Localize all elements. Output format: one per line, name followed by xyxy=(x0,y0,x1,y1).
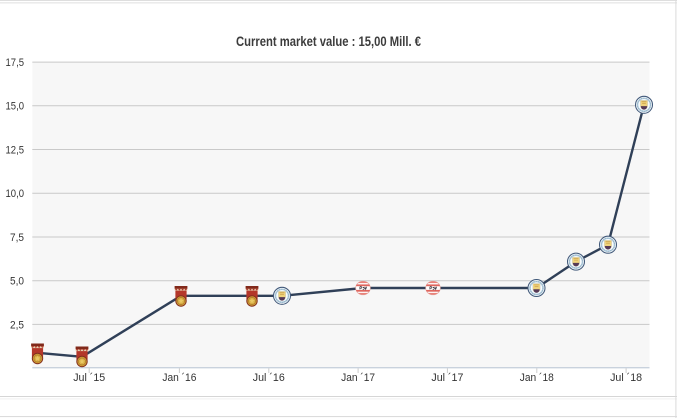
svg-text:Jul ´17: Jul ´17 xyxy=(431,372,463,384)
svg-text:17,5: 17,5 xyxy=(6,57,25,69)
svg-text:Jul ´16: Jul ´16 xyxy=(253,372,285,384)
svg-text:Jan ´18: Jan ´18 xyxy=(520,372,554,384)
svg-text:Jul ´18: Jul ´18 xyxy=(610,372,642,384)
svg-text:7,5: 7,5 xyxy=(10,232,24,244)
svg-text:Jul ´15: Jul ´15 xyxy=(73,372,105,384)
svg-text:Current market value : 15,00 M: Current market value : 15,00 Mill. € xyxy=(236,33,421,49)
svg-text:2,5: 2,5 xyxy=(10,319,24,331)
svg-text:Jan ´16: Jan ´16 xyxy=(162,372,196,384)
svg-text:12,5: 12,5 xyxy=(6,144,25,156)
svg-text:5,0: 5,0 xyxy=(10,276,24,288)
svg-text:10,0: 10,0 xyxy=(6,188,25,200)
svg-text:Jan ´17: Jan ´17 xyxy=(341,372,375,384)
svg-text:15,0: 15,0 xyxy=(6,101,25,113)
